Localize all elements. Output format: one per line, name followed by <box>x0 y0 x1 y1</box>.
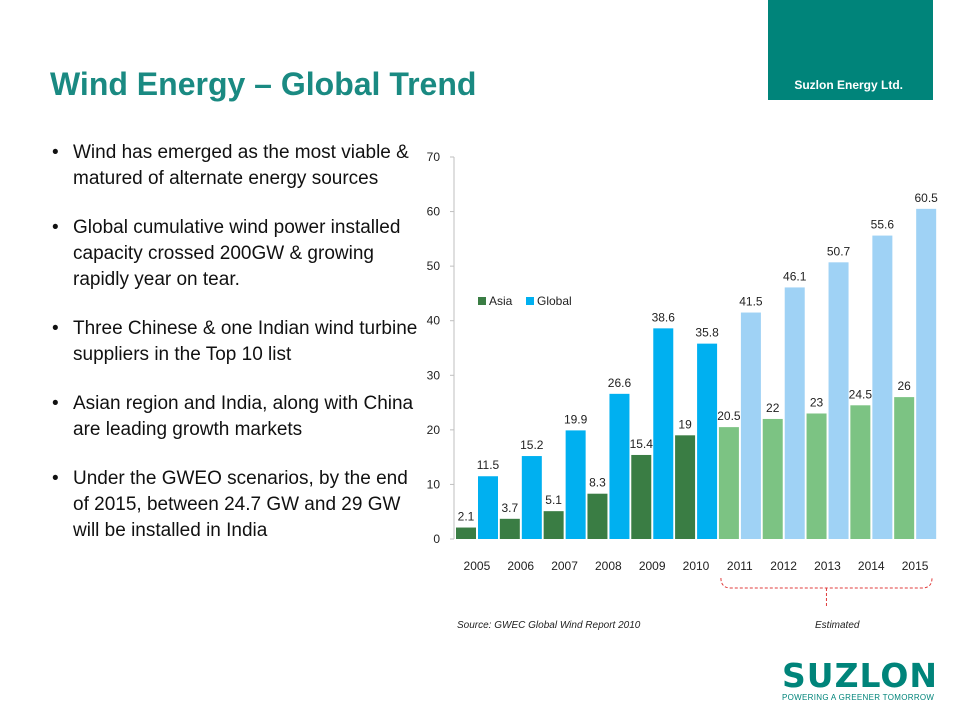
global-bar <box>653 328 674 539</box>
bullet-item: • Global cumulative wind power installed … <box>52 215 427 293</box>
x-category-label: 2015 <box>902 559 929 573</box>
logo-tagline: POWERING A GREENER TOMORROW <box>782 693 935 702</box>
global-bar <box>784 287 805 539</box>
legend-label-global: Global <box>537 294 572 308</box>
asia-bar <box>806 413 827 539</box>
global-value-label: 15.2 <box>520 438 544 452</box>
global-value-label: 41.5 <box>739 295 763 309</box>
bullet-dot: • <box>52 142 59 163</box>
source-note: Source: GWEC Global Wind Report 2010 <box>457 620 641 631</box>
bullet-item: • Under the GWEO scenarios, by the end of… <box>52 466 427 544</box>
global-bar <box>521 456 542 539</box>
asia-value-label: 26 <box>898 379 912 393</box>
page-title: Wind Energy – Global Trend <box>50 66 477 102</box>
bullet-list: • Wind has emerged as the most viable & m… <box>52 140 427 567</box>
x-category-label: 2006 <box>507 559 534 573</box>
x-category-label: 2010 <box>683 559 710 573</box>
company-tab: Suzlon Energy Ltd. <box>768 0 933 100</box>
company-name: Suzlon Energy Ltd. <box>794 78 903 92</box>
y-tick-label: 60 <box>427 205 441 219</box>
legend-swatch-global <box>526 297 534 305</box>
global-bar <box>565 430 586 539</box>
global-value-label: 46.1 <box>783 269 807 283</box>
asia-bar <box>499 518 520 539</box>
asia-bar <box>456 527 476 539</box>
y-tick-label: 0 <box>433 532 440 546</box>
asia-bar <box>587 493 608 539</box>
bullet-text: Three Chinese & one Indian wind turbine … <box>73 318 418 365</box>
estimated-bracket <box>720 577 933 589</box>
y-tick-label: 20 <box>427 423 441 437</box>
global-value-label: 55.6 <box>871 218 895 232</box>
x-category-label: 2007 <box>551 559 578 573</box>
bullet-item: • Asian region and India, along with Chin… <box>52 391 427 443</box>
global-bar <box>828 262 849 539</box>
x-category-label: 2013 <box>814 559 841 573</box>
global-value-label: 60.5 <box>915 191 939 205</box>
bullet-text: Asian region and India, along with China… <box>73 393 414 440</box>
legend-label-asia: Asia <box>489 294 513 308</box>
asia-bar <box>718 427 739 539</box>
asia-value-label: 19 <box>678 417 692 431</box>
x-category-label: 2012 <box>770 559 797 573</box>
y-tick-label: 30 <box>427 368 441 382</box>
global-bar <box>478 476 498 539</box>
global-bar <box>872 235 893 539</box>
x-category-label: 2005 <box>464 559 491 573</box>
estimated-label: Estimated <box>815 620 860 631</box>
bullet-dot: • <box>52 393 59 414</box>
bullet-text: Global cumulative wind power installed c… <box>73 217 401 290</box>
global-value-label: 19.9 <box>564 412 588 426</box>
x-category-label: 2014 <box>858 559 885 573</box>
bullet-dot: • <box>52 468 59 489</box>
global-bar <box>740 312 761 539</box>
y-tick-label: 40 <box>427 314 441 328</box>
global-value-label: 50.7 <box>827 244 851 258</box>
asia-value-label: 20.5 <box>717 409 741 423</box>
y-tick-label: 50 <box>427 259 441 273</box>
suzlon-logo: SUZLON POWERING A GREENER TOMORROW <box>782 656 942 704</box>
wind-capacity-bar-chart: 0 10 20 30 40 50 60 70 2.1 11.5 2005 3.7 15.2 2006 5.1… <box>427 150 939 606</box>
asia-value-label: 15.4 <box>630 437 654 451</box>
bullet-dot: • <box>52 217 59 238</box>
x-category-label: 2009 <box>639 559 666 573</box>
asia-value-label: 24.5 <box>849 387 873 401</box>
global-value-label: 35.8 <box>695 326 719 340</box>
legend-swatch-asia <box>478 297 486 305</box>
global-value-label: 26.6 <box>608 376 632 390</box>
asia-value-label: 8.3 <box>589 476 606 490</box>
asia-value-label: 2.1 <box>458 510 475 524</box>
asia-bar <box>675 435 696 539</box>
global-bar <box>916 208 937 539</box>
x-category-label: 2011 <box>727 559 753 573</box>
y-tick-label: 70 <box>427 150 441 164</box>
global-value-label: 38.6 <box>652 310 676 324</box>
global-bar <box>609 393 630 539</box>
asia-value-label: 22 <box>766 401 780 415</box>
global-value-label: 11.5 <box>477 458 500 472</box>
y-tick-label: 10 <box>427 477 441 491</box>
global-bar <box>697 343 718 539</box>
asia-bar <box>762 418 783 539</box>
asia-bar <box>894 397 915 539</box>
bullet-dot: • <box>52 318 59 339</box>
x-category-label: 2008 <box>595 559 622 573</box>
asia-value-label: 23 <box>810 395 824 409</box>
logo-wordmark: SUZLON <box>782 656 939 695</box>
bullet-item: • Three Chinese & one Indian wind turbine… <box>52 316 427 368</box>
bullet-text: Wind has emerged as the most viable & ma… <box>73 142 409 189</box>
bullet-text: Under the GWEO scenarios, by the end of … <box>73 468 408 541</box>
asia-bar <box>631 454 652 539</box>
asia-value-label: 5.1 <box>545 493 562 507</box>
asia-bar <box>543 511 564 539</box>
bullet-item: • Wind has emerged as the most viable & m… <box>52 140 427 192</box>
asia-value-label: 3.7 <box>501 501 518 515</box>
asia-bar <box>850 405 871 539</box>
